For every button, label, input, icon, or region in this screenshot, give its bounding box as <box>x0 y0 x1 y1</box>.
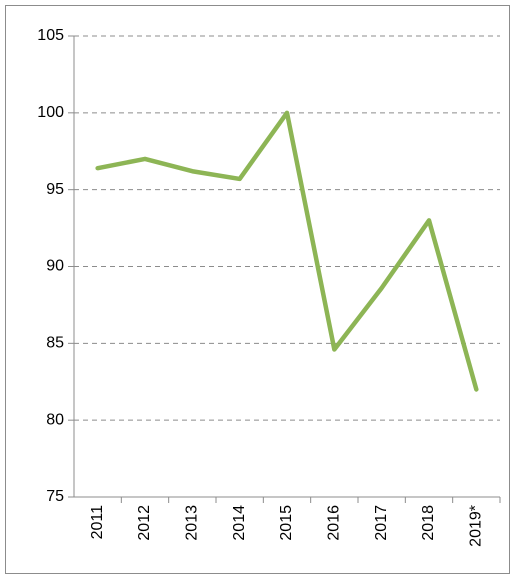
x-tick-label: 2011 <box>89 505 106 540</box>
x-tick-label: 2019* <box>468 505 485 547</box>
data-line <box>95 110 479 392</box>
chart-frame <box>5 5 510 574</box>
y-tick-label: 90 <box>46 258 64 275</box>
y-tick-label: 100 <box>37 104 64 121</box>
x-tick-label: 2013 <box>184 505 201 541</box>
x-tick-label: 2016 <box>326 505 343 541</box>
y-tick-label: 105 <box>37 27 64 44</box>
y-tick-label: 80 <box>46 411 64 428</box>
y-tick-label: 95 <box>46 181 64 198</box>
x-tick-label: 2018 <box>420 505 437 541</box>
x-tick-label: 2017 <box>373 505 390 541</box>
y-tick-label: 75 <box>46 488 64 505</box>
x-tick-label: 2012 <box>136 505 153 541</box>
x-tick-label: 2014 <box>231 505 248 541</box>
x-tick-label: 2015 <box>278 505 295 541</box>
y-tick-label: 85 <box>46 335 64 352</box>
